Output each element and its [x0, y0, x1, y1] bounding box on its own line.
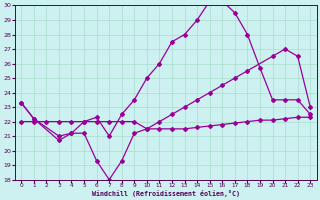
X-axis label: Windchill (Refroidissement éolien,°C): Windchill (Refroidissement éolien,°C) [92, 190, 240, 197]
